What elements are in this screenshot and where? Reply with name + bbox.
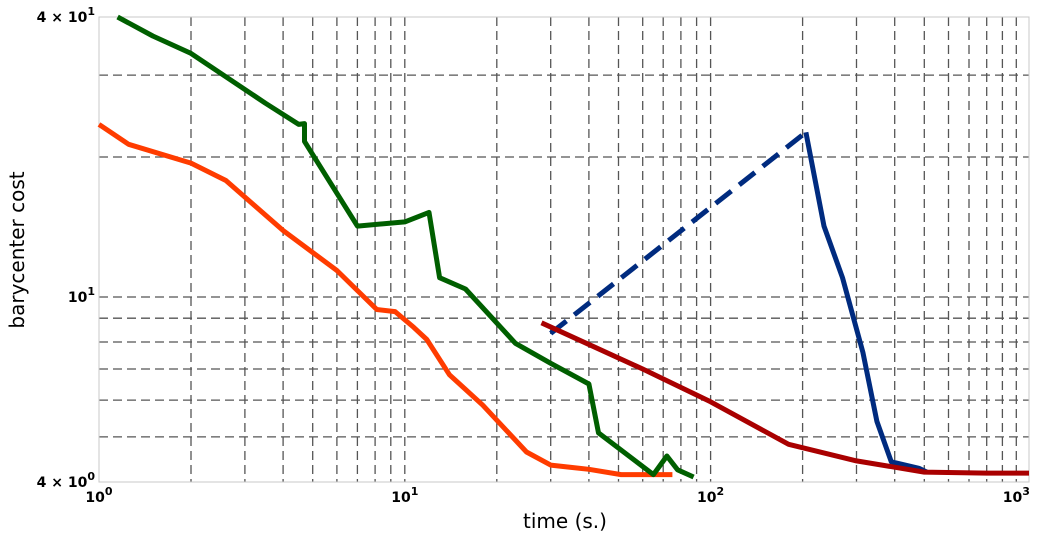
series-line-2 [116,14,695,480]
series-line-1 [97,122,673,478]
y-axis-label: barycenter cost [5,171,29,328]
x-tick-label: 101 [391,485,418,506]
plot-frame [98,16,1030,483]
series-layer [97,14,1029,480]
y-tick-label: 4 × 101 [37,5,95,26]
series-line-5 [540,320,1029,476]
y-tick-label: 101 [68,285,95,306]
y-tick-labels: 4 × 100 101 4 × 101 [37,5,96,491]
series-line-3 [549,130,808,336]
grid [99,17,1029,482]
x-tick-label: 102 [697,485,724,506]
x-axis-label: time (s.) [523,509,607,533]
x-tick-label: 100 [85,485,112,506]
series-line-4 [803,131,928,475]
x-tick-label: 103 [1003,485,1030,506]
y-tick-label: 4 × 100 [37,470,96,491]
x-tick-labels: 100 101 102 103 [85,485,1029,506]
